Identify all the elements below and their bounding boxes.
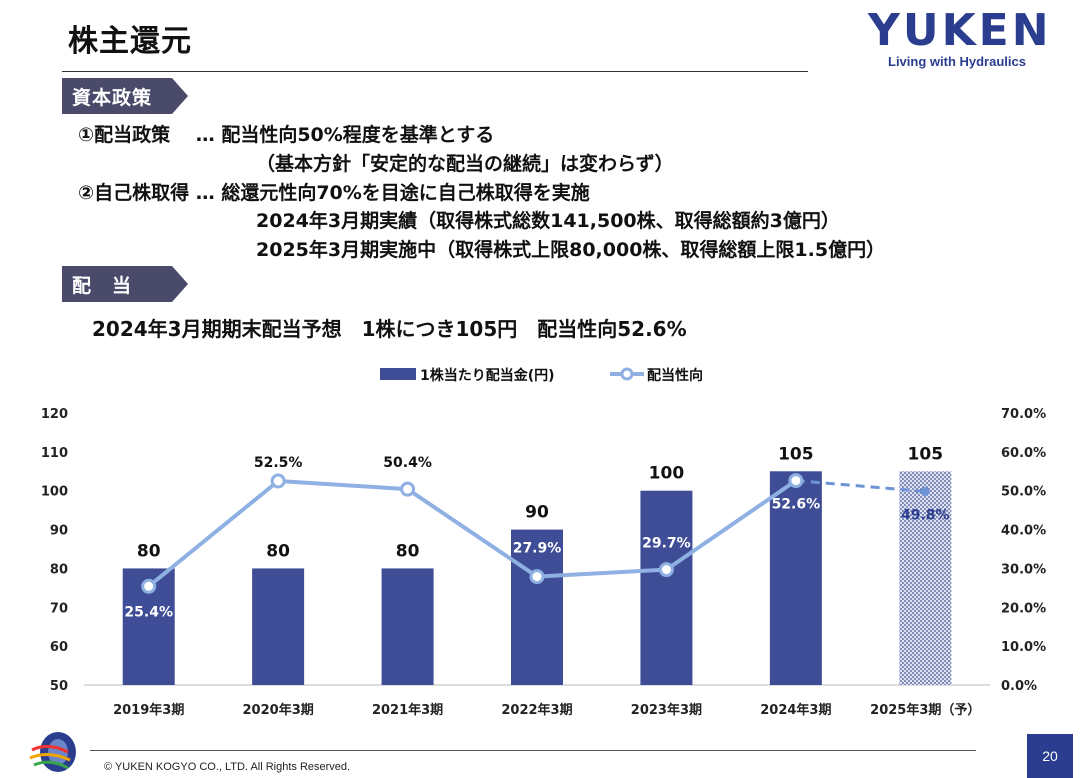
line-series	[141, 473, 930, 594]
bar	[899, 471, 952, 685]
section-tag-label: 資本政策	[72, 87, 153, 109]
bar-value-label: 90	[525, 503, 549, 523]
y-right-tick-label: 50.0%	[1001, 485, 1046, 500]
bar	[511, 529, 563, 685]
y-right-tick-label: 70.0%	[1001, 407, 1046, 422]
page-number: 20	[1027, 734, 1073, 778]
payout-ratio-forecast-line	[795, 479, 926, 493]
bar	[640, 490, 693, 685]
bar-value-label: 105	[908, 444, 944, 464]
policy-line-1: ①配当政策 … 配当性向50%程度を基準とする	[78, 124, 495, 146]
logo-wordmark: YUKEN	[868, 5, 1052, 56]
section-tag-capital-policy: 資本政策	[62, 78, 190, 114]
bar	[252, 568, 305, 685]
title-divider	[62, 71, 808, 72]
bar	[381, 568, 434, 685]
bar-series	[122, 471, 952, 685]
bar-value-label: 100	[649, 464, 685, 484]
line-value-label: 29.7%	[642, 536, 691, 552]
policy-line-2: （基本方針「安定的な配当の継続」は変わらず）	[256, 153, 674, 175]
x-tick-label: 2021年3期	[372, 702, 443, 718]
y-right-tick-label: 30.0%	[1001, 562, 1046, 577]
y-right-tick-label: 60.0%	[1001, 446, 1046, 461]
legend-bar-label: 1株当たり配当金(円)	[420, 367, 555, 384]
x-tick-label: 2025年3期（予）	[870, 702, 980, 718]
x-tick-label: 2019年3期	[113, 702, 184, 718]
y-left-tick-label: 90	[50, 524, 68, 539]
logo-tagline: Living with Hydraulics	[888, 54, 1026, 69]
y-left-tick-label: 120	[41, 407, 68, 422]
line-value-label: 50.4%	[383, 455, 432, 471]
bar-value-label: 105	[778, 444, 814, 464]
line-value-label: 27.9%	[513, 541, 562, 557]
x-tick-label: 2024年3期	[760, 702, 831, 718]
y-left-tick-label: 100	[41, 485, 68, 500]
line-point	[920, 486, 930, 496]
line-point	[529, 569, 545, 585]
y-right-tick-label: 0.0%	[1001, 679, 1037, 694]
y-right-tick-label: 20.0%	[1001, 601, 1046, 616]
policy-line-3: ②自己株取得 … 総還元性向70%を目途に自己株取得を実施	[78, 182, 590, 204]
footer-divider	[90, 750, 976, 751]
line-value-label: 25.4%	[124, 604, 173, 620]
page-title: 株主還元	[68, 24, 192, 59]
line-value-label: 52.5%	[254, 455, 303, 471]
bar	[769, 471, 822, 685]
y-left-tick-label: 50	[50, 679, 68, 694]
legend-bar-swatch	[380, 368, 416, 380]
y-left-tick-label: 70	[50, 601, 68, 616]
bar-value-label: 80	[137, 541, 161, 561]
section-tag-dividend: 配 当	[62, 266, 190, 302]
line-point	[400, 481, 416, 497]
line-value-label: 49.8%	[901, 507, 950, 523]
x-tick-label: 2023年3期	[631, 702, 702, 718]
line-point	[270, 473, 286, 489]
line-value-label: 52.6%	[772, 497, 821, 513]
line-point	[658, 562, 674, 578]
line-point	[141, 578, 157, 594]
line-point	[788, 473, 804, 489]
x-tick-label: 2022年3期	[501, 702, 572, 718]
tag-arrow-shape	[62, 78, 188, 114]
chart-axes: 50 60 70 80 90 100 110 120 0.0% 10.0% 20.0% 30.0% 40…	[41, 407, 1046, 718]
tag-arrow-shape	[62, 266, 188, 302]
company-logo: YUKEN Living with Hydraulics	[868, 5, 1056, 70]
copyright-text: © YUKEN KOGYO CO., LTD. All Rights Reser…	[104, 761, 351, 773]
data-labels: 80 80 80 90 100 105 105 25.4% 52.5% 50.4% 27.9% 29.…	[124, 444, 949, 620]
dividend-headline: 2024年3月期期末配当予想 1株につき105円 配当性向52.6%	[92, 317, 687, 341]
legend-line-label: 配当性向	[647, 367, 703, 384]
y-left-tick-label: 60	[50, 640, 68, 655]
y-right-tick-label: 40.0%	[1001, 524, 1046, 539]
payout-ratio-line	[147, 478, 797, 588]
x-tick-label: 2020年3期	[243, 702, 314, 718]
bar-value-label: 80	[266, 541, 290, 561]
emblem-icon	[29, 732, 76, 772]
legend-line-marker	[620, 367, 634, 381]
policy-line-5: 2025年3月期実施中（取得株式上限80,000株、取得総額上限1.5億円）	[256, 239, 886, 261]
section-tag-label: 配 当	[72, 275, 133, 297]
y-right-tick-label: 10.0%	[1001, 640, 1046, 655]
y-left-tick-label: 80	[50, 562, 68, 577]
bar-value-label: 80	[396, 541, 420, 561]
policy-line-4: 2024年3月期実績（取得株式総数141,500株、取得総額約3億円）	[256, 210, 840, 232]
y-left-tick-label: 110	[41, 446, 68, 461]
chart-legend: 1株当たり配当金(円) 配当性向	[380, 367, 703, 384]
